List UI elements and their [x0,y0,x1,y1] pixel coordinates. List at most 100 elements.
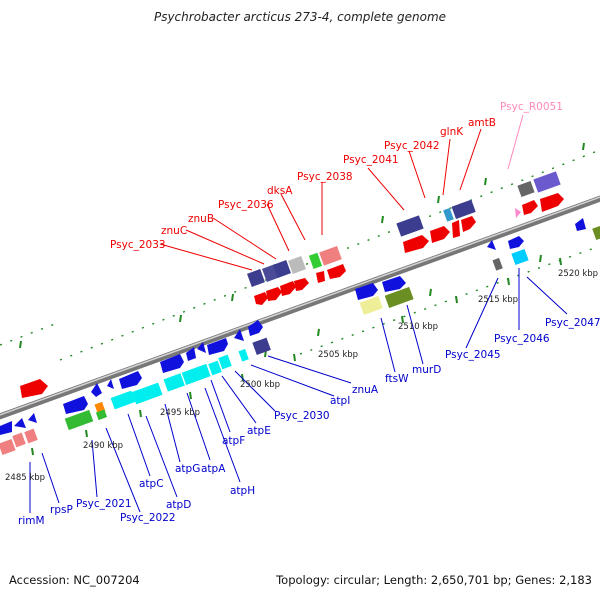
gene-ftsW-box[interactable] [359,295,383,315]
gene-blue-l[interactable] [487,240,496,250]
ruler-label: 2495 kbp [160,408,200,418]
coordinate-ruler: 2485 kbp 2490 kbp 2495 kbp 2500 kbp 2505 kbp… [5,269,598,483]
gene-Psyc_2022-green[interactable] [64,409,94,431]
gene-rpsP-pink-2[interactable] [24,428,38,444]
gene-label-Psyc_2033: Psyc_2033 [110,239,166,251]
gene-blue-i[interactable] [234,329,244,341]
gene-amtB-box[interactable] [451,199,476,219]
gene-label-atpI: atpI [330,395,350,407]
gene-R0051-rna[interactable] [515,208,521,218]
accession-text: Accession: NC_007204 [9,573,140,587]
gene-label-rpsP: rpsP [50,504,73,516]
gene-purple-box[interactable] [533,171,561,193]
gene-atpC-cyan[interactable] [110,390,136,410]
gene-red-3[interactable] [280,281,296,296]
map-title: Psychrobacter arcticus 273-4, complete g… [153,10,447,24]
gene-atpH-cyan[interactable] [208,360,222,376]
gene-atpA-cyan[interactable] [181,363,211,386]
gene-olive-right[interactable] [592,225,600,241]
gene-Psyc_2041-red[interactable] [403,235,429,253]
gene-red-6[interactable] [327,264,346,279]
track-guides [0,149,600,361]
ruler-label: 2485 kbp [5,473,45,483]
gene-label-Psyc_2045: Psyc_2045 [445,349,501,361]
gene-blue-e[interactable] [160,354,184,373]
gene-murD-box[interactable] [384,286,414,309]
gene-atpE-cyan[interactable] [238,348,249,362]
gene-znuA-blue[interactable] [355,283,378,300]
gene-Psyc_2021-blue[interactable] [63,396,88,414]
gene-label-znuA: znuA [352,384,379,396]
gene-red-1[interactable] [254,292,268,305]
gene-label-Psyc_2046: Psyc_2046 [494,333,550,345]
gene-blue-j[interactable] [248,320,263,336]
gene-atpG-cyan[interactable] [163,373,185,392]
gene-red-far-left[interactable] [20,379,48,398]
gene-label-Psyc_2038: Psyc_2038 [297,171,353,183]
gene-blue-k[interactable] [382,276,406,292]
gene-green-small[interactable] [95,409,108,421]
gene-blue-b[interactable] [91,383,102,397]
gene-label-atpE: atpE [247,425,271,437]
ruler-label: 2505 kbp [318,350,358,360]
gene-atpD-cyan[interactable] [131,382,163,405]
gene-rpsP-pink[interactable] [12,432,26,448]
gene-label-Psyc_2030: Psyc_2030 [274,410,330,422]
gene-blue-left-3[interactable] [28,413,37,423]
gene-label-atpC: atpC [139,478,164,490]
gene-Psyc_2036-box[interactable] [273,260,291,278]
gene-label-atpA: atpA [201,463,226,475]
forward-genes[interactable] [20,171,564,398]
gene-red-right-1[interactable] [522,200,538,215]
gene-glnK-box[interactable] [443,207,454,222]
gene-label-atpF: atpF [222,435,245,447]
gene-dksA-box[interactable] [288,256,306,274]
gene-Psyc_2038-green[interactable] [308,252,323,269]
gene-Psyc_2038-pink[interactable] [319,246,342,266]
ruler-label: 2510 kbp [398,322,438,332]
gene-red-5[interactable] [316,271,325,283]
gene-blue-g[interactable] [197,342,206,353]
rna-leader-line [507,114,524,170]
reverse-genes[interactable] [0,218,600,456]
gene-label-znuC: znuC [161,225,187,237]
gene-blue-d[interactable] [119,371,142,389]
gene-label-atpG: atpG [175,463,200,475]
gene-Psyc_2042-red[interactable] [430,226,450,243]
gene-atpF-cyan[interactable] [218,354,232,370]
gene-atpI-box[interactable] [252,337,271,355]
gene-label-Psyc_2042: Psyc_2042 [384,140,440,152]
gene-Psyc_2045-gray[interactable] [492,257,503,271]
gene-label-Psyc_2036: Psyc_2036 [218,199,274,211]
gene-label-ftsW: ftsW [385,373,409,385]
ruler-label: 2490 kbp [83,441,123,451]
gene-label-Psyc_R0051: Psyc_R0051 [500,101,563,113]
major-ticks [19,142,585,456]
gene-glnK-red[interactable] [452,220,460,238]
gene-label-znuB: znuB [188,213,214,225]
gene-Psyc_2046-cyan[interactable] [511,248,529,266]
gene-blue-left-1[interactable] [0,421,12,435]
ruler-label: 2515 kbp [478,295,518,305]
gene-blue-h[interactable] [207,338,228,355]
gene-red-2[interactable] [266,287,282,301]
gene-blue-right[interactable] [575,218,586,231]
gene-rimM-pink[interactable] [0,438,16,456]
gene-red-4[interactable] [294,278,309,291]
gene-znuC-box[interactable] [247,269,265,287]
gene-blue-left-2[interactable] [14,418,26,428]
gene-label-murD: murD [412,364,441,376]
gene-Psyc_2041-box[interactable] [396,215,424,237]
topology-summary: Topology: circular; Length: 2,650,701 bp… [276,573,592,587]
gene-label-glnK: glnK [440,126,464,138]
ruler-label: 2520 kbp [558,269,598,279]
gene-amtB-red[interactable] [461,216,476,232]
gene-blue-f[interactable] [186,347,196,361]
gene-blue-c[interactable] [107,379,114,389]
gene-gray-box[interactable] [517,180,535,198]
gene-Psyc_2045-blue[interactable] [508,236,524,249]
gene-red-right-2[interactable] [540,193,564,212]
